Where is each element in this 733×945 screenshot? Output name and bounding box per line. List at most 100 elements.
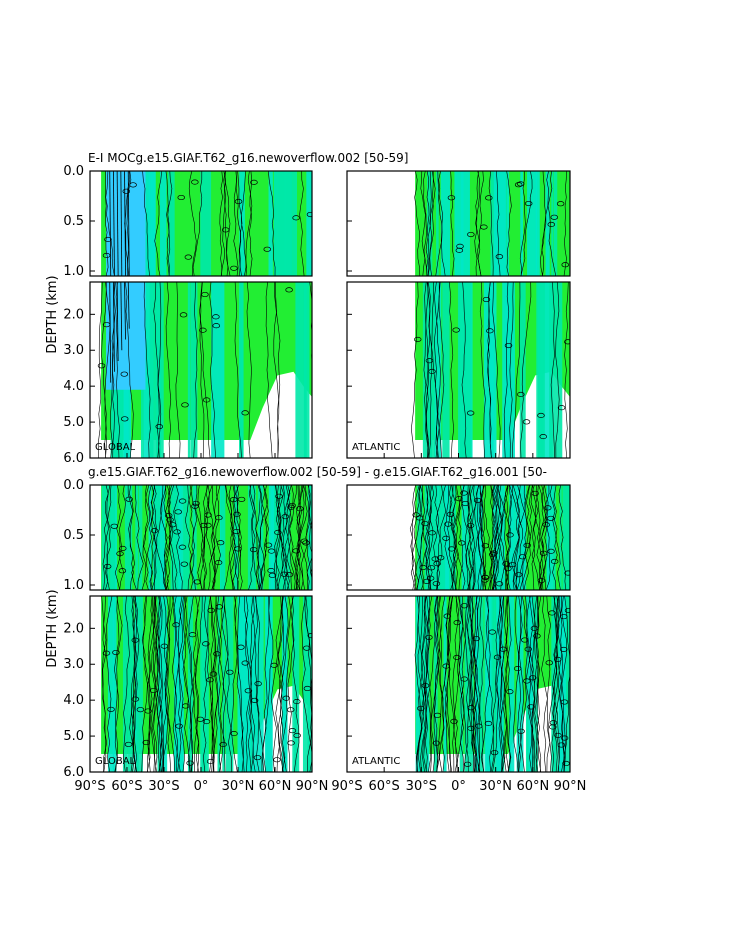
field-streak [509, 596, 515, 772]
field-streak [149, 282, 162, 458]
zero-label [178, 544, 187, 550]
contour-line [437, 171, 446, 276]
cell-contour [124, 282, 126, 340]
field-streak [476, 596, 484, 772]
zero-label [120, 416, 129, 422]
zero-label [544, 505, 552, 511]
field-streak [237, 596, 245, 772]
zero-label [232, 528, 241, 535]
zero-label [204, 522, 212, 528]
contour-line [424, 485, 432, 590]
zero-label [241, 660, 250, 666]
field-streak [493, 171, 506, 276]
zero-label [179, 312, 188, 318]
zero-label [460, 603, 469, 609]
zero-label [490, 550, 498, 556]
zero-label [447, 195, 456, 201]
contour-line [105, 596, 113, 772]
field-streak [143, 282, 154, 458]
contour-line [205, 485, 215, 590]
contour-line [211, 596, 219, 772]
zero-label [533, 633, 541, 639]
x-tick-label: 0° [451, 779, 466, 794]
field-streak [454, 171, 464, 276]
field-streak [109, 485, 116, 590]
contour-line [479, 282, 486, 458]
contour-line [436, 596, 445, 772]
zero-label [250, 179, 258, 185]
contour-line [448, 282, 455, 458]
field-streak [461, 485, 468, 590]
contour-line [165, 171, 170, 276]
contour-line [259, 485, 269, 590]
y-tick-label: 1.0 [63, 264, 84, 279]
contour-line [519, 485, 531, 590]
contour-line [270, 596, 283, 772]
field-streak [271, 485, 275, 590]
contour-line [237, 171, 243, 276]
contour-line [195, 485, 206, 590]
field-streak [475, 596, 479, 772]
lower-field [97, 282, 312, 458]
zero-label [122, 188, 131, 194]
contour-line [522, 485, 533, 590]
zero-label [467, 705, 475, 711]
field-streak [127, 596, 134, 772]
contour-line [250, 596, 267, 772]
zero-label [293, 699, 301, 705]
field-streak [562, 485, 570, 590]
contour-line [504, 596, 512, 772]
field-streak [178, 485, 182, 590]
contour-line [224, 171, 231, 276]
zero-label [263, 246, 272, 252]
contour-line [492, 282, 501, 458]
zero-label [466, 410, 475, 416]
zero-label [129, 182, 137, 188]
y-tick-label: 4.0 [63, 693, 84, 708]
field-streak [442, 282, 450, 458]
y-tick-label: 6.0 [63, 451, 84, 466]
zero-label [473, 497, 482, 503]
field-streak [466, 485, 470, 590]
contour-line [520, 171, 533, 276]
field-streak [436, 171, 439, 276]
x-tick-label: 90°N [296, 779, 329, 794]
contour-line [261, 596, 274, 772]
field-streak [551, 171, 554, 276]
contour-line [207, 485, 216, 590]
zero-label [155, 424, 163, 430]
zero-label [104, 236, 112, 242]
contour-line [146, 485, 155, 590]
field-streak [217, 596, 220, 772]
zero-label [144, 708, 152, 714]
zero-label [150, 528, 159, 534]
contour-line [219, 171, 223, 276]
basin-label: GLOBAL [95, 756, 136, 767]
contour-line [505, 485, 512, 590]
contour-line [434, 282, 442, 458]
zero-label [422, 578, 431, 584]
zero-label [493, 654, 502, 660]
zero-label [280, 571, 288, 577]
zero-label [557, 405, 566, 411]
contour-line [104, 282, 111, 458]
contour-line [248, 485, 254, 590]
field-streak [307, 485, 312, 590]
contour-line [488, 171, 494, 276]
contour-line [501, 596, 509, 772]
contour-line [143, 282, 151, 458]
contour-line [268, 171, 276, 276]
zero-label [181, 402, 189, 408]
zero-label [307, 633, 312, 639]
contour-line [477, 596, 484, 772]
contour-line [479, 485, 487, 590]
contour-line [420, 171, 428, 276]
contour-line [199, 282, 211, 458]
zero-label [432, 740, 441, 746]
zero-label [234, 198, 243, 205]
contour-line [426, 171, 430, 276]
contour-line [538, 485, 551, 590]
y-tick-label: 2.0 [63, 307, 84, 322]
contour-line [535, 485, 544, 590]
